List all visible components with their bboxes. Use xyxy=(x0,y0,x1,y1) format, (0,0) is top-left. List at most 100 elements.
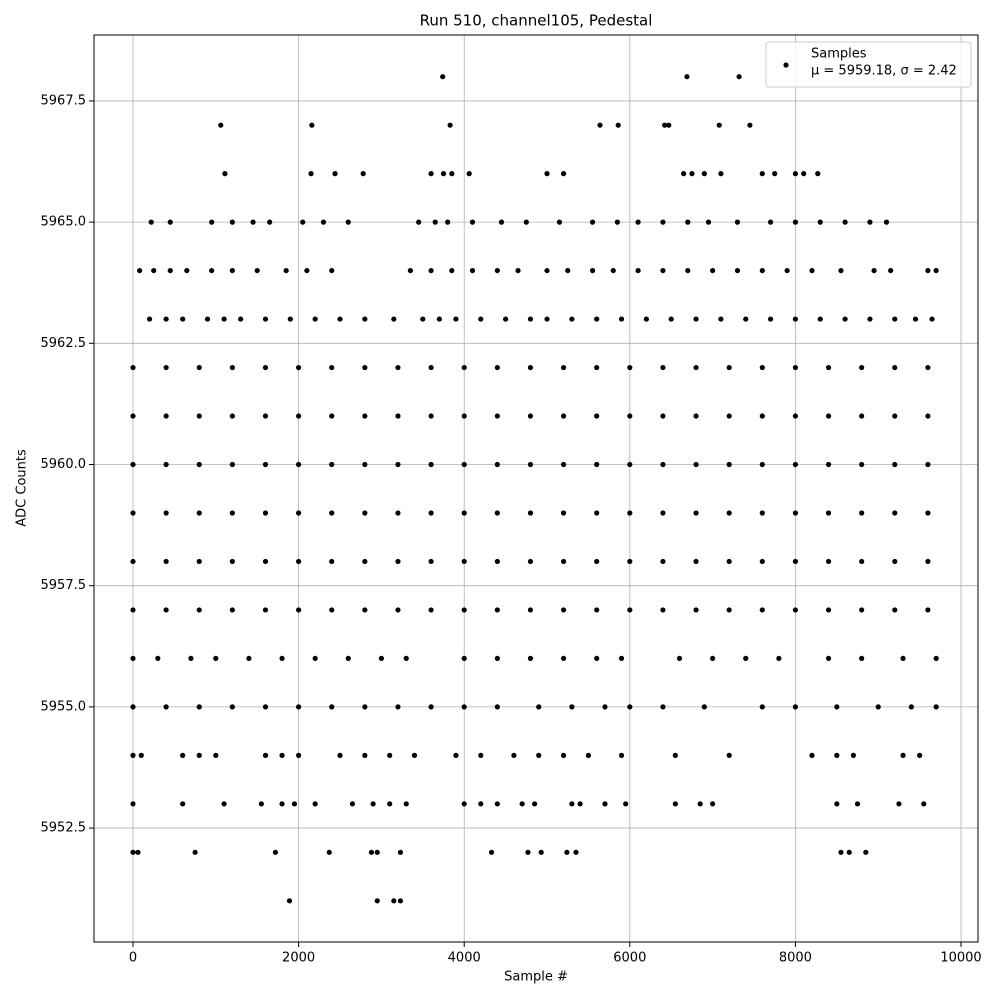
point xyxy=(809,267,815,274)
point xyxy=(428,413,434,419)
point xyxy=(933,267,939,274)
point xyxy=(544,267,550,274)
point xyxy=(391,316,397,322)
point xyxy=(130,752,136,758)
y-tick-label: 5960.0 xyxy=(41,457,87,472)
point xyxy=(560,558,567,565)
point xyxy=(933,655,939,662)
point xyxy=(362,607,368,613)
point xyxy=(817,219,823,225)
point xyxy=(440,171,447,177)
point xyxy=(329,704,335,710)
point xyxy=(627,364,633,371)
point xyxy=(130,607,136,613)
point xyxy=(726,510,732,516)
point xyxy=(279,752,285,758)
point xyxy=(859,655,865,662)
point xyxy=(759,364,765,371)
point xyxy=(428,461,434,468)
point xyxy=(842,219,848,225)
point xyxy=(560,171,567,177)
point xyxy=(180,752,186,758)
point xyxy=(349,801,356,807)
point xyxy=(387,752,393,758)
point xyxy=(478,801,484,807)
point xyxy=(560,607,567,613)
point xyxy=(337,752,343,758)
point xyxy=(792,461,799,468)
point xyxy=(163,510,169,516)
point xyxy=(767,316,774,322)
point xyxy=(825,510,832,516)
point xyxy=(250,219,256,225)
point xyxy=(218,122,224,128)
point xyxy=(825,413,832,419)
point xyxy=(792,704,799,710)
x-tick-label: 8000 xyxy=(779,951,812,966)
point xyxy=(564,849,570,855)
y-tick-label: 5967.5 xyxy=(41,93,87,108)
point xyxy=(660,704,666,710)
point xyxy=(184,267,190,274)
point xyxy=(693,461,699,468)
point xyxy=(527,607,534,613)
point xyxy=(525,849,531,855)
point xyxy=(618,655,625,662)
point xyxy=(726,752,732,758)
point xyxy=(368,849,375,855)
point xyxy=(859,510,865,516)
point xyxy=(736,74,742,80)
point xyxy=(374,898,380,904)
point xyxy=(834,752,840,758)
point xyxy=(287,316,293,322)
point xyxy=(838,849,844,855)
point xyxy=(589,267,596,274)
point xyxy=(308,171,314,177)
point xyxy=(871,267,877,274)
point xyxy=(130,558,136,565)
point xyxy=(397,898,404,904)
point xyxy=(792,364,799,371)
point xyxy=(892,364,898,371)
point xyxy=(329,461,335,468)
point xyxy=(594,510,600,516)
point xyxy=(229,461,235,468)
point xyxy=(309,122,315,128)
point xyxy=(304,267,310,274)
point xyxy=(407,267,413,274)
point xyxy=(693,413,699,419)
point xyxy=(701,171,707,177)
point xyxy=(428,171,434,177)
point xyxy=(618,752,625,758)
point xyxy=(614,219,620,225)
point xyxy=(395,558,401,565)
x-tick-label: 4000 xyxy=(448,951,481,966)
point xyxy=(693,558,699,565)
point xyxy=(767,219,774,225)
point xyxy=(531,801,538,807)
point xyxy=(262,316,269,322)
point xyxy=(565,267,571,274)
y-axis-label: ADC Counts xyxy=(15,449,30,527)
point xyxy=(370,801,376,807)
point xyxy=(130,510,136,516)
point xyxy=(569,801,575,807)
point xyxy=(296,510,302,516)
point xyxy=(345,655,351,662)
point xyxy=(594,316,600,322)
legend-marker xyxy=(783,62,789,68)
point xyxy=(627,704,633,710)
point xyxy=(792,510,799,516)
point xyxy=(759,461,765,468)
point xyxy=(560,413,567,419)
point xyxy=(130,801,136,807)
point xyxy=(432,219,438,225)
point xyxy=(685,267,691,274)
point xyxy=(527,461,534,468)
point xyxy=(743,316,749,322)
point xyxy=(229,704,235,710)
point xyxy=(627,413,633,419)
point xyxy=(718,316,724,322)
point xyxy=(151,267,157,274)
point xyxy=(494,558,500,565)
